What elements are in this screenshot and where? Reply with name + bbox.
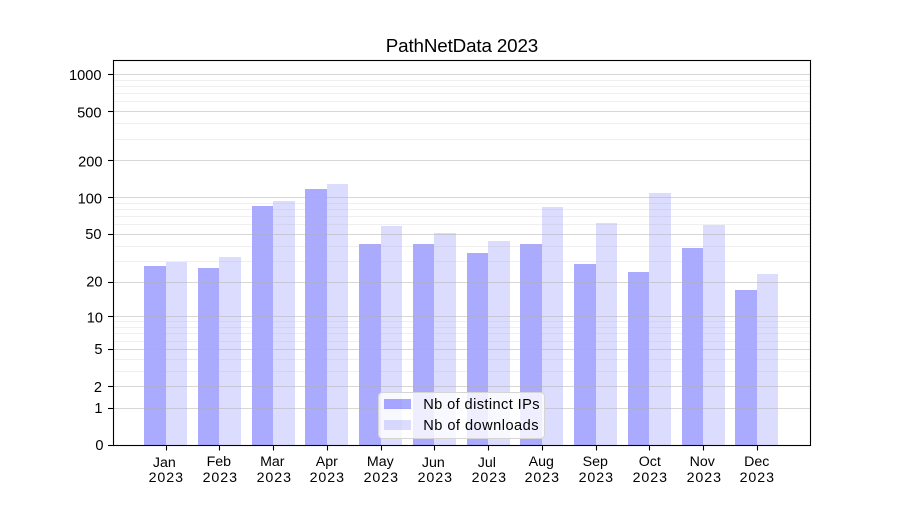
svg-text:1: 1 [94,401,102,417]
svg-text:Nb of downloads: Nb of downloads [423,418,538,434]
svg-text:2023: 2023 [257,470,292,486]
svg-text:100: 100 [78,191,102,207]
svg-text:500: 500 [77,105,101,121]
svg-text:PathNetData 2023: PathNetData 2023 [386,35,539,56]
svg-text:200: 200 [78,154,102,170]
svg-text:Feb: Feb [207,454,232,470]
svg-text:5: 5 [94,342,102,358]
svg-text:Dec: Dec [744,454,769,470]
svg-text:2023: 2023 [364,470,399,486]
svg-text:Sep: Sep [583,454,608,470]
svg-text:2023: 2023 [579,470,614,486]
svg-text:2: 2 [94,380,102,396]
svg-text:2023: 2023 [203,470,238,486]
svg-text:Nb of distinct IPs: Nb of distinct IPs [423,397,539,413]
svg-text:2023: 2023 [687,470,722,486]
svg-text:50: 50 [85,227,101,243]
svg-text:2023: 2023 [418,470,453,486]
svg-text:2023: 2023 [525,470,560,486]
svg-text:2023: 2023 [633,470,668,486]
svg-text:Apr: Apr [316,454,338,470]
svg-text:May: May [367,454,395,470]
svg-text:2023: 2023 [740,470,775,486]
svg-text:0: 0 [95,438,103,454]
svg-text:2023: 2023 [472,470,507,486]
svg-text:Oct: Oct [639,454,661,470]
svg-text:Jun: Jun [422,455,445,471]
svg-text:2023: 2023 [310,470,345,486]
svg-text:Mar: Mar [260,454,285,470]
svg-text:20: 20 [86,275,102,291]
svg-text:10: 10 [87,310,103,326]
svg-text:1000: 1000 [69,68,101,84]
svg-text:Jul: Jul [478,455,496,471]
svg-text:Jan: Jan [153,455,176,471]
svg-text:Nov: Nov [690,454,716,470]
svg-text:Aug: Aug [529,454,554,470]
svg-text:2023: 2023 [149,470,184,486]
